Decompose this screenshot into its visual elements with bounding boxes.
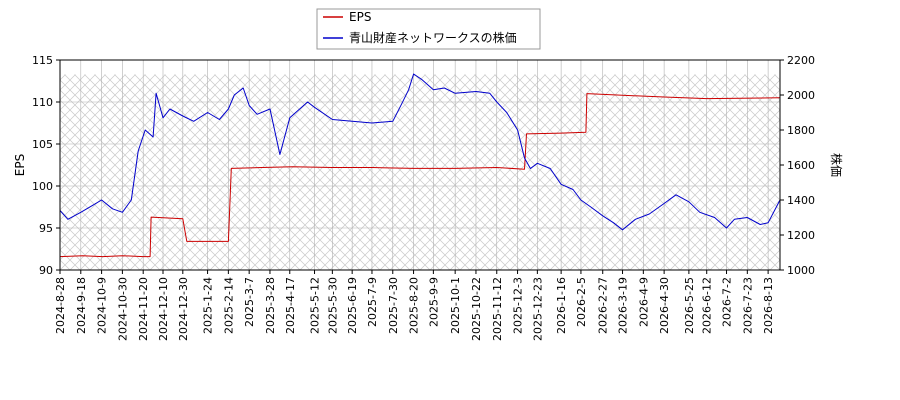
x-tick-label: 2026-7-23 [741, 277, 754, 334]
x-tick-label: 2026-6-12 [701, 277, 714, 334]
x-tick-label: 2025-7-9 [366, 277, 379, 327]
x-axis: 2024-8-28 2024-9-18 2024-10-9 2024-10-30 202… [54, 270, 775, 341]
x-tick-label: 2025-5-12 [309, 277, 322, 334]
x-tick-label: 2025-5-30 [326, 277, 339, 334]
x-tick-label: 2026-3-19 [617, 277, 630, 334]
x-tick-label: 2024-12-10 [157, 277, 170, 341]
right-y-tick-label: 2000 [787, 89, 815, 102]
legend-box [316, 8, 541, 50]
x-tick-label: 2026-1-16 [555, 277, 568, 334]
x-tick-label: 2025-7-30 [387, 277, 400, 334]
x-tick-label: 2025-8-20 [408, 277, 421, 334]
left-y-tick-label: 90 [39, 264, 53, 277]
right-y-tick-label: 1600 [787, 159, 815, 172]
legend-eps-label: EPS [349, 10, 371, 24]
series-lines [60, 73, 780, 258]
right-y-axis-label: 株価 [829, 153, 844, 177]
series-line-stock-price [60, 73, 780, 231]
left-y-tick-label: 115 [32, 54, 53, 67]
x-tick-label: 2025-6-19 [346, 277, 359, 334]
series-line-eps [60, 93, 780, 258]
x-tick-label: 2025-4-17 [284, 277, 297, 334]
x-tick-label: 2026-5-25 [683, 277, 696, 334]
x-tick-label: 2026-7-2 [721, 277, 734, 327]
x-tick-label: 2025-12-3 [512, 277, 525, 334]
x-tick-label: 2024-9-18 [75, 277, 88, 334]
right-y-tick-label: 2200 [787, 54, 815, 67]
x-tick-label: 2024-8-28 [54, 277, 67, 334]
left-y-axis: 90 95 100 105 110 115 [32, 54, 60, 277]
right-y-axis: 1000 1200 1400 1600 1800 2000 2200 [780, 54, 815, 277]
x-tick-label: 2025-9-9 [427, 277, 440, 327]
plot-background [60, 60, 780, 270]
x-tick-label: 2025-1-24 [202, 277, 215, 334]
x-tick-label: 2024-11-20 [137, 277, 150, 341]
right-y-tick-label: 1800 [787, 124, 815, 137]
x-tick-label: 2025-10-1 [449, 277, 462, 334]
x-tick-label: 2026-4-9 [637, 277, 650, 327]
legend: EPS 青山財産ネットワークスの株価 [316, 8, 541, 50]
left-y-tick-label: 105 [32, 138, 53, 151]
x-tick-label: 2026-8-13 [762, 277, 775, 334]
right-y-tick-label: 1400 [787, 194, 815, 207]
right-y-tick-label: 1000 [787, 264, 815, 277]
grid-lines [59, 59, 780, 271]
left-y-tick-label: 100 [32, 180, 53, 193]
left-y-axis-label: EPS [13, 154, 27, 176]
x-tick-label: 2025-10-22 [470, 277, 483, 341]
x-tick-label: 2024-12-30 [177, 277, 190, 341]
right-y-tick-label: 1200 [787, 229, 815, 242]
x-tick-label: 2025-12-23 [531, 277, 544, 341]
x-tick-label: 2025-11-12 [491, 277, 504, 341]
x-tick-label: 2024-10-9 [96, 277, 109, 334]
x-tick-label: 2026-2-27 [597, 277, 610, 334]
x-tick-label: 2025-2-14 [222, 277, 235, 334]
left-y-tick-label: 110 [32, 96, 53, 109]
x-tick-label: 2025-3-28 [264, 277, 277, 334]
x-tick-label: 2026-2-5 [575, 277, 588, 327]
x-tick-label: 2025-3-7 [243, 277, 256, 327]
x-tick-label: 2026-4-30 [658, 277, 671, 334]
left-y-tick-label: 95 [39, 222, 53, 235]
legend-stock-price-label: 青山財産ネットワークスの株価 [349, 30, 517, 45]
x-tick-label: 2024-10-30 [116, 277, 129, 341]
